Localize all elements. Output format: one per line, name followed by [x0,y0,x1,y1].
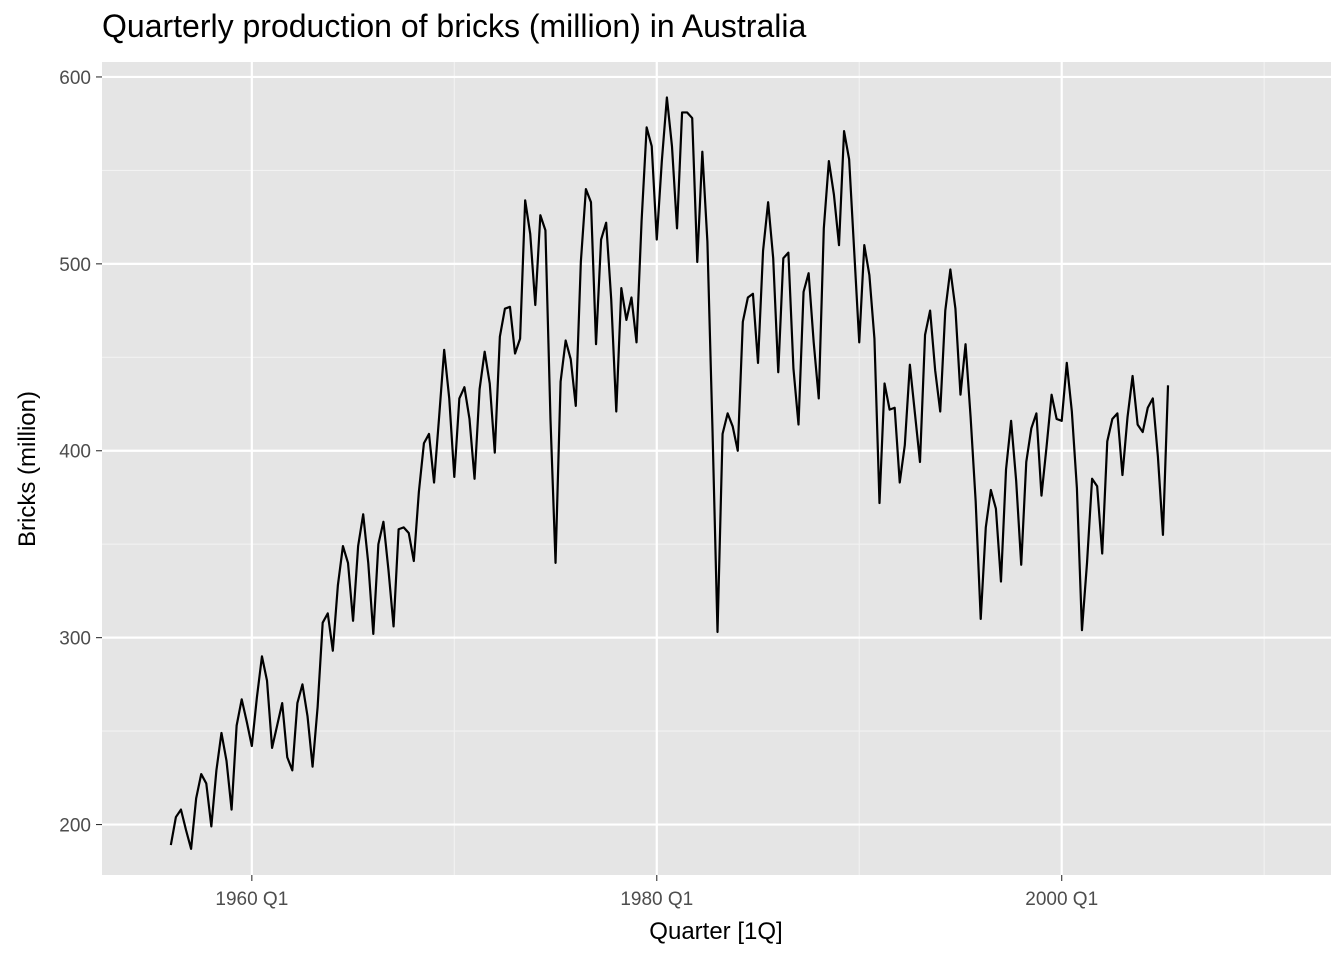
x-axis-title: Quarter [1Q] [649,918,782,945]
x-axis: 1960 Q1 1980 Q1 2000 Q1 [215,875,1098,910]
y-tick-label: 200 [59,816,91,837]
chart-title: Quarterly production of bricks (million)… [102,8,807,44]
series-layer [169,96,1170,850]
minor-gridlines [102,62,1331,875]
x-tick-label: 1960 Q1 [215,889,288,910]
x-tick-label: 1980 Q1 [620,889,693,910]
y-axis: 200 300 400 500 600 [59,68,102,837]
plot-panel [102,62,1331,875]
y-tick-label: 300 [59,629,91,650]
series-line [169,96,1170,850]
y-tick-label: 600 [59,68,91,89]
x-tick-label: 2000 Q1 [1025,889,1098,910]
y-tick-label: 500 [59,255,91,276]
y-axis-title: Bricks (million) [14,391,41,547]
y-tick-label: 400 [59,442,91,463]
